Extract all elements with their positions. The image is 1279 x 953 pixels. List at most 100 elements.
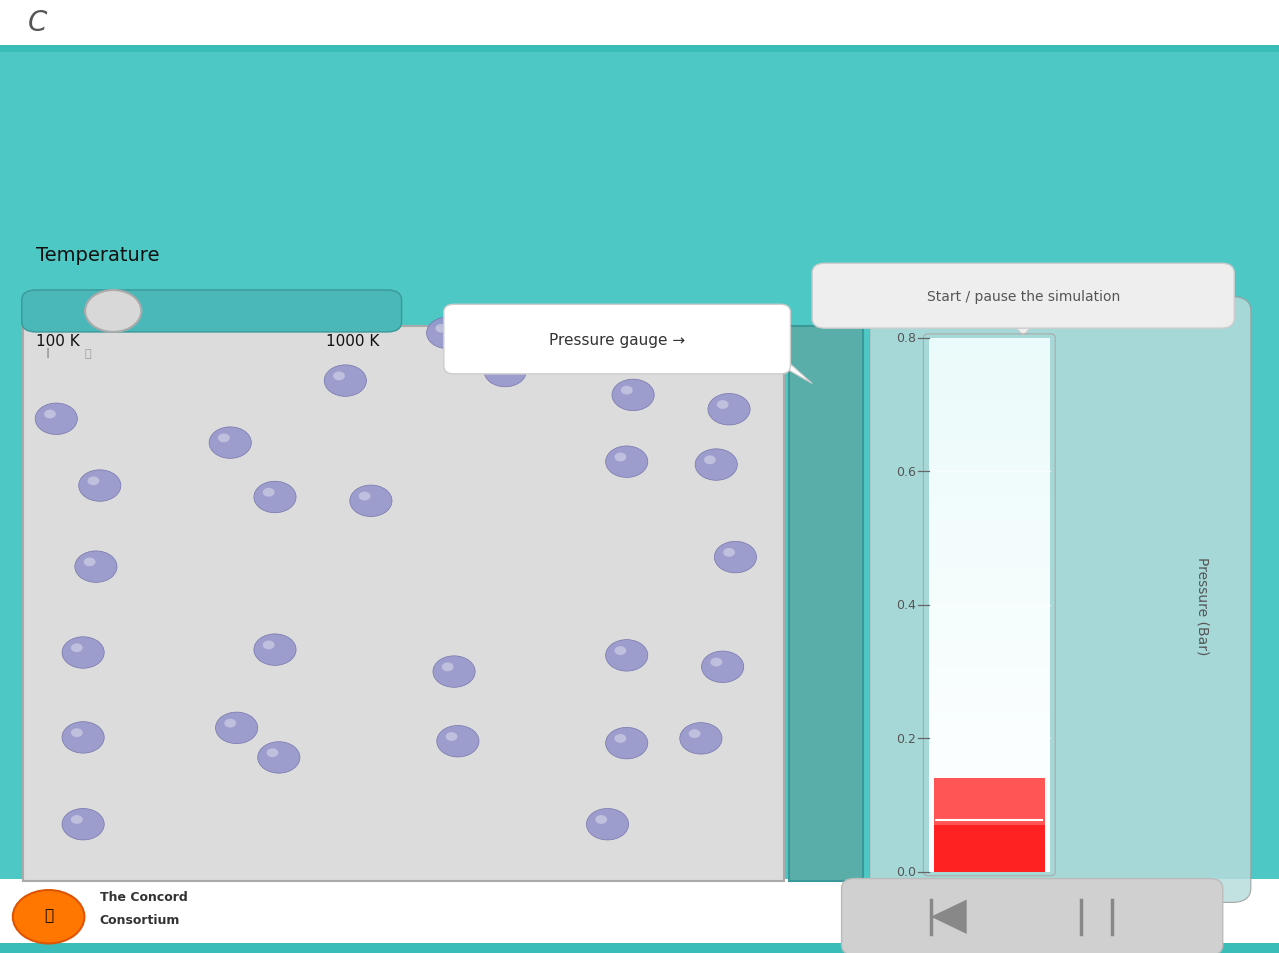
Circle shape (36, 404, 77, 435)
Circle shape (70, 643, 83, 653)
Bar (929, 525, 1050, 534)
Bar (929, 480, 1050, 490)
Circle shape (576, 334, 588, 343)
Text: Start / pause the simulation: Start / pause the simulation (926, 290, 1120, 303)
Bar (0, 0, 1279, 46)
Text: 0.4: 0.4 (895, 598, 916, 612)
Bar (929, 570, 1050, 578)
Bar (929, 712, 1050, 720)
Bar (929, 720, 1050, 730)
Circle shape (253, 635, 297, 665)
Circle shape (445, 732, 458, 741)
FancyBboxPatch shape (812, 264, 1234, 329)
Bar (929, 383, 1050, 392)
FancyBboxPatch shape (444, 305, 790, 375)
Circle shape (61, 722, 105, 753)
Circle shape (436, 726, 478, 757)
Bar (929, 597, 1050, 605)
Bar (929, 730, 1050, 739)
Circle shape (79, 471, 120, 501)
Bar (929, 739, 1050, 747)
Circle shape (620, 386, 633, 395)
Circle shape (349, 486, 391, 517)
Circle shape (714, 541, 757, 574)
Circle shape (262, 488, 275, 497)
Bar (929, 463, 1050, 472)
Circle shape (710, 658, 723, 667)
Bar (929, 819, 1050, 827)
Bar (929, 400, 1050, 410)
Bar (929, 560, 1050, 570)
Bar (929, 543, 1050, 552)
FancyBboxPatch shape (842, 879, 1223, 953)
Bar (929, 614, 1050, 623)
Bar (929, 338, 1050, 347)
Bar (929, 640, 1050, 650)
Text: 🔒: 🔒 (84, 349, 91, 358)
Text: 0.8: 0.8 (895, 332, 916, 345)
Bar (929, 356, 1050, 365)
Circle shape (716, 400, 729, 410)
Circle shape (215, 713, 258, 743)
Circle shape (614, 646, 627, 656)
Bar (929, 374, 1050, 383)
Circle shape (586, 808, 629, 841)
Text: Pressure gauge →: Pressure gauge → (549, 333, 686, 347)
Bar (929, 667, 1050, 677)
Bar (929, 801, 1050, 810)
Bar (929, 792, 1050, 801)
Bar (789, 327, 863, 882)
Bar (929, 534, 1050, 543)
Text: 💡: 💡 (43, 907, 54, 923)
Bar (929, 685, 1050, 694)
Bar (929, 436, 1050, 445)
Polygon shape (1008, 319, 1039, 336)
Text: 0.2: 0.2 (895, 732, 916, 745)
Circle shape (723, 548, 735, 558)
Bar (929, 498, 1050, 507)
Bar (929, 552, 1050, 560)
Circle shape (325, 366, 367, 397)
Circle shape (217, 434, 230, 443)
Circle shape (262, 640, 275, 650)
Circle shape (688, 729, 701, 739)
Circle shape (70, 815, 83, 824)
Bar (0, 46, 1279, 53)
Bar (929, 703, 1050, 712)
Circle shape (83, 558, 96, 567)
Circle shape (492, 362, 505, 372)
Circle shape (605, 446, 648, 478)
Circle shape (210, 427, 251, 459)
Bar (929, 774, 1050, 783)
Bar (929, 854, 1050, 863)
Bar (929, 454, 1050, 463)
Text: 0.0: 0.0 (895, 865, 916, 879)
Circle shape (333, 372, 345, 381)
Bar (929, 659, 1050, 667)
Circle shape (61, 808, 105, 841)
Bar (929, 845, 1050, 854)
Circle shape (253, 482, 297, 513)
Circle shape (703, 456, 716, 465)
Text: Temperature: Temperature (36, 246, 160, 265)
Bar (929, 418, 1050, 427)
Circle shape (426, 318, 468, 350)
Circle shape (701, 652, 743, 682)
Circle shape (70, 728, 83, 738)
Text: 1000 K: 1000 K (326, 334, 380, 349)
Circle shape (224, 719, 237, 728)
Circle shape (483, 356, 527, 387)
Polygon shape (774, 350, 812, 384)
Bar (929, 578, 1050, 587)
Bar (0, 879, 1279, 953)
Circle shape (358, 492, 371, 501)
Bar (929, 623, 1050, 632)
Text: 0.6: 0.6 (895, 465, 916, 478)
Bar (23, 327, 784, 882)
Bar (929, 472, 1050, 480)
Circle shape (266, 748, 279, 758)
Bar (929, 757, 1050, 765)
Circle shape (258, 741, 299, 774)
Circle shape (680, 723, 723, 755)
Bar (929, 507, 1050, 517)
